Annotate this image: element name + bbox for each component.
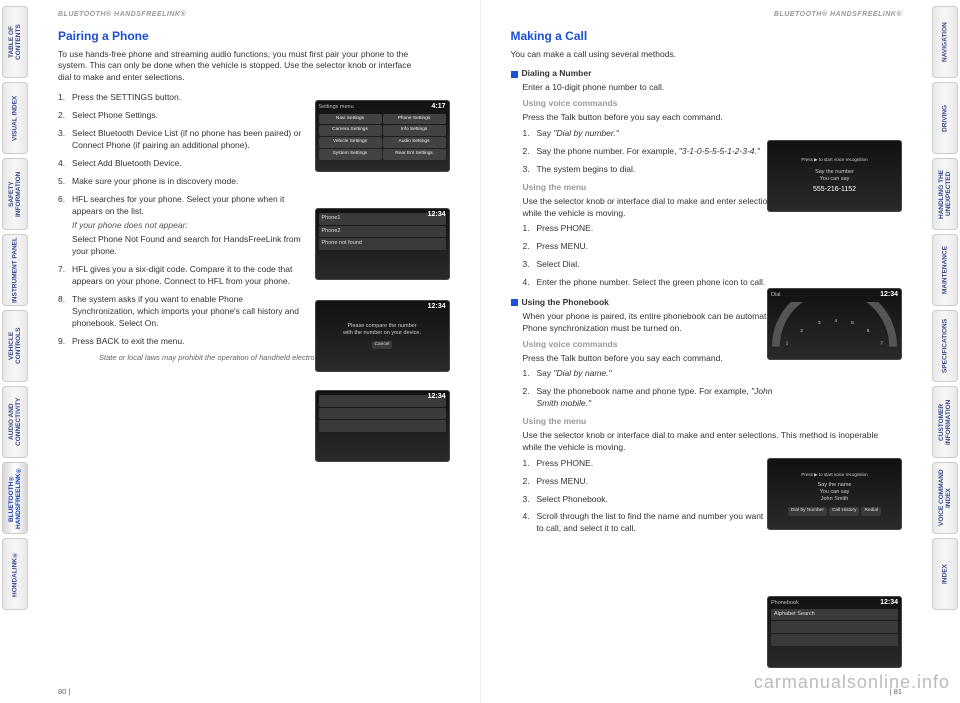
nav-tab[interactable]: BLUETOOTH® HANDSFREELINK® [2, 462, 28, 534]
step-item: Press PHONE. [523, 223, 773, 235]
step-item: Press PHONE. [523, 458, 773, 470]
screenshot-settings-menu: Settings menu 4:17 Navi SettingsPhone Se… [315, 100, 450, 172]
right-title: Making a Call [511, 28, 903, 45]
nav-tab[interactable]: VOICE COMMAND INDEX [932, 462, 958, 534]
step-item: Press MENU. [523, 476, 773, 488]
svg-text:5: 5 [851, 320, 854, 326]
menu-steps-2: Press PHONE. Press MENU. Select Phonebook.… [523, 458, 773, 535]
left-intro: To use hands-free phone and streaming au… [58, 49, 418, 85]
screenshot-add-device: 12:34 Please compare the number with the… [315, 300, 450, 372]
nav-tab[interactable]: HANDLING THE UNEXPECTED [932, 158, 958, 230]
step-item: Press BACK to exit the menu. [58, 336, 308, 348]
svg-text:1: 1 [786, 340, 789, 346]
step-item: HFL searches for your phone. Select your… [58, 194, 308, 258]
step-item: Enter the phone number. Select the green… [523, 277, 773, 289]
step-item: Say "Dial by name." [523, 368, 773, 380]
nav-tab[interactable]: VEHICLE CONTROLS [2, 310, 28, 382]
step-item: Select Phone Settings. [58, 110, 308, 122]
step-item: Select Dial. [523, 259, 773, 271]
left-page-number: 80 | [58, 687, 70, 698]
step-item: Select Add Bluetooth Device. [58, 158, 308, 170]
voice-cmd-line: Press the Talk button before you say eac… [523, 112, 891, 124]
screenshot-bluetooth-setup: 12:34 [315, 390, 450, 462]
step-item: Say "Dial by number." [523, 128, 773, 140]
page-header-left: BLUETOOTH® HANDSFREELINK® [58, 10, 450, 20]
nav-tab[interactable]: AUDIO AND CONNECTIVITY [2, 386, 28, 458]
menu-line-2: Use the selector knob or interface dial … [523, 430, 891, 454]
step-item: The system begins to dial. [523, 164, 773, 176]
page-header-right: BLUETOOTH® HANDSFREELINK® [511, 10, 903, 20]
nav-tab[interactable]: TABLE OF CONTENTS [2, 6, 28, 78]
step-item: Say the phone number. For example, "3-1-… [523, 146, 773, 158]
nav-tab[interactable]: DRIVING [932, 82, 958, 154]
menu-steps-1: Press PHONE. Press MENU. Select Dial. Enter… [523, 223, 773, 289]
svg-text:3: 3 [818, 320, 821, 326]
step-item: The system asks if you want to enable Ph… [58, 294, 308, 330]
svg-text:4: 4 [835, 318, 838, 324]
nav-tab[interactable]: CUSTOMER INFORMATION [932, 386, 958, 458]
screenshot-voice-name: Press ▶ to start voice recognition Say t… [767, 458, 902, 530]
nav-tab[interactable]: HONDALINK® [2, 538, 28, 610]
dial-number-head: Dialing a Number [511, 68, 903, 80]
svg-text:7: 7 [880, 340, 883, 346]
svg-text:2: 2 [800, 328, 803, 334]
svg-text:6: 6 [867, 328, 870, 334]
nav-tab[interactable]: INSTRUMENT PANEL [2, 234, 28, 306]
step-item: Select Bluetooth Device List (if no phon… [58, 128, 308, 152]
nav-tab[interactable]: SPECIFICATIONS [932, 310, 958, 382]
step-item: Press the SETTINGS button. [58, 92, 308, 104]
step-item: Press MENU. [523, 241, 773, 253]
nav-tab[interactable]: MAINTENANCE [932, 234, 958, 306]
step-item: Scroll through the list to find the name… [523, 511, 773, 535]
nav-tab[interactable]: NAVIGATION [932, 6, 958, 78]
left-page: BLUETOOTH® HANDSFREELINK® Pairing a Phon… [28, 0, 480, 703]
screenshot-phonebook: 12:34 Phonebook Alphabet Search [767, 596, 902, 668]
screenshot-device-list: 12:34 Phone1Phone2Phone not found [315, 208, 450, 280]
step-item: Make sure your phone is in discovery mod… [58, 176, 308, 188]
left-title: Pairing a Phone [58, 28, 450, 45]
voice-cmd-head: Using voice commands [523, 98, 891, 110]
voice-steps-2: Say "Dial by name." Say the phonebook nam… [523, 368, 773, 410]
right-tab-strip: NAVIGATION DRIVING HANDLING THE UNEXPECTED… [932, 0, 960, 703]
voice-steps-1: Say "Dial by number." Say the phone numbe… [523, 128, 773, 176]
right-intro: You can make a call using several method… [511, 49, 871, 61]
nav-tab[interactable]: SAFETY INFORMATION [2, 158, 28, 230]
menu-head-2: Using the menu [523, 416, 891, 428]
screenshot-dial-keypad: 12:34 Dial 1 2 3 4 5 6 7 [767, 288, 902, 360]
left-tab-strip: TABLE OF CONTENTS VISUAL INDEX SAFETY INFO… [0, 0, 28, 703]
dial-number-line: Enter a 10-digit phone number to call. [523, 82, 891, 94]
watermark: carmanualsonline.info [754, 670, 950, 695]
step-item: HFL gives you a six-digit code. Compare … [58, 264, 308, 288]
left-steps-list: Press the SETTINGS button. Select Phone S… [58, 92, 308, 347]
step-item: Select Phonebook. [523, 494, 773, 506]
step-item: Say the phonebook name and phone type. F… [523, 386, 773, 410]
right-page: BLUETOOTH® HANDSFREELINK® Making a Call … [480, 0, 933, 703]
screenshot-voice-number: Press ▶ to start voice recognition Say t… [767, 140, 902, 212]
nav-tab[interactable]: INDEX [932, 538, 958, 610]
nav-tab[interactable]: VISUAL INDEX [2, 82, 28, 154]
